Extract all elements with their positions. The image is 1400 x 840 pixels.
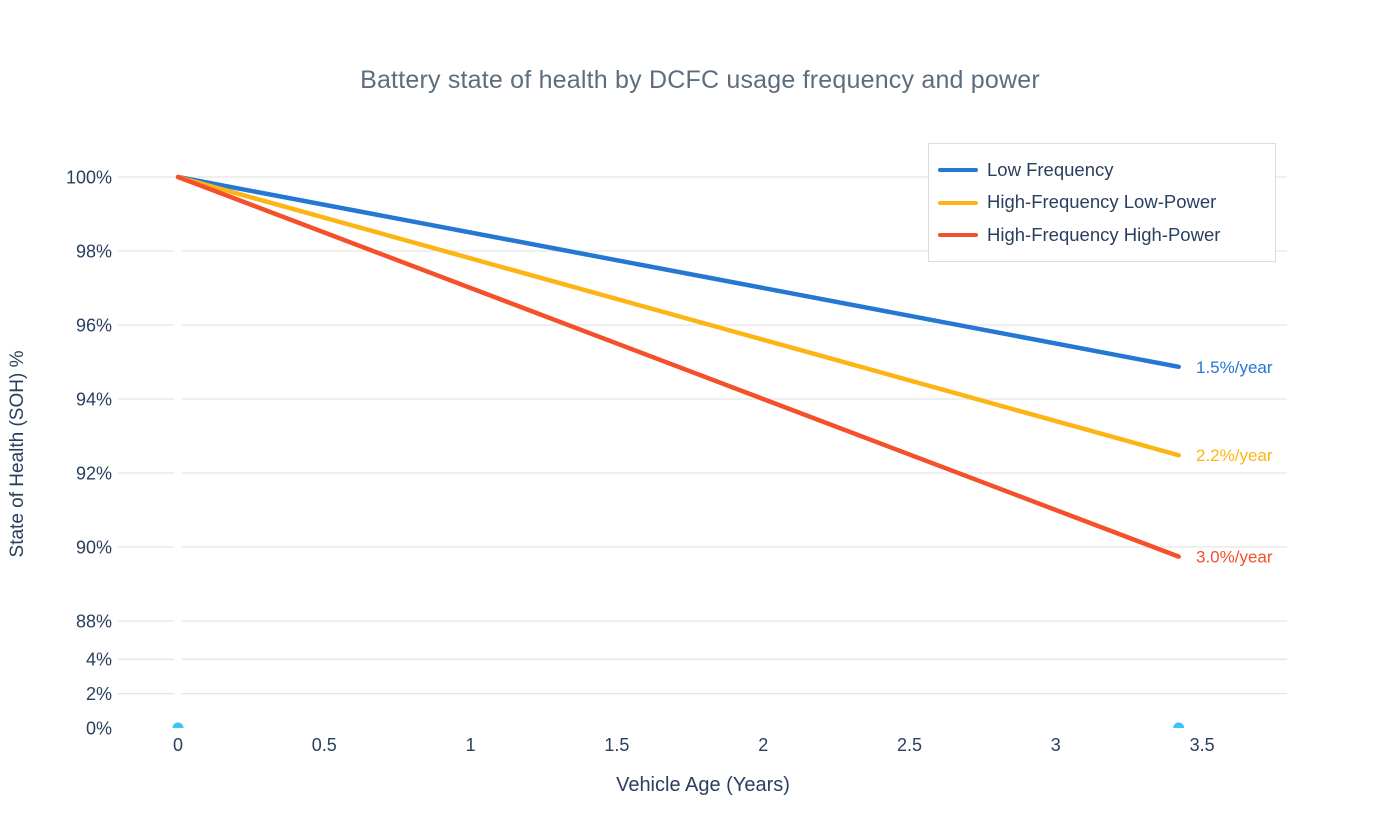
y-tick-label: 88% xyxy=(76,612,112,632)
y-axis-title: State of Health (SOH) % xyxy=(7,350,28,558)
chart-title: Battery state of health by DCFC usage fr… xyxy=(360,66,1040,94)
legend: Low Frequency High-Frequency Low-Power H… xyxy=(928,143,1276,262)
series-line-2[interactable] xyxy=(175,174,1181,559)
x-tick-label: 3 xyxy=(1051,735,1061,755)
legend-item-high-frequency-high-power[interactable]: High-Frequency High-Power xyxy=(938,224,1275,246)
legend-label: High-Frequency High-Power xyxy=(987,223,1221,245)
legend-label: High-Frequency Low-Power xyxy=(987,191,1217,213)
rate-annotation-2: 3.0%/year xyxy=(1196,548,1273,567)
x-tick-label: 2 xyxy=(758,735,768,755)
y-tick-label: 94% xyxy=(76,390,112,410)
x-tick-label: 0.5 xyxy=(312,735,337,755)
legend-swatch-low-frequency xyxy=(938,168,978,173)
y-tick-label: 100% xyxy=(66,168,112,188)
y-tick-label: 4% xyxy=(86,650,112,670)
baseline-marker[interactable] xyxy=(172,722,184,734)
y-tick-label: 92% xyxy=(76,464,112,484)
x-tick-label: 1 xyxy=(466,735,476,755)
legend-swatch-high-frequency-high-power xyxy=(938,232,978,237)
x-tick-label: 1.5 xyxy=(604,735,629,755)
rate-annotation-1: 2.2%/year xyxy=(1196,446,1273,465)
legend-item-low-frequency[interactable]: Low Frequency xyxy=(938,159,1275,181)
x-tick-label: 0 xyxy=(173,735,183,755)
legend-item-high-frequency-low-power[interactable]: High-Frequency Low-Power xyxy=(938,191,1275,213)
y-tick-label: 0% xyxy=(86,719,112,739)
legend-swatch-high-frequency-low-power xyxy=(938,200,978,205)
x-axis-title: Vehicle Age (Years) xyxy=(616,774,790,796)
series-line-1[interactable] xyxy=(175,174,1181,458)
y-tick-label: 96% xyxy=(76,316,112,336)
y-tick-label: 90% xyxy=(76,538,112,558)
rate-annotation-0: 1.5%/year xyxy=(1196,358,1273,377)
x-tick-label: 3.5 xyxy=(1190,735,1215,755)
y-tick-label: 98% xyxy=(76,242,112,262)
y-tick-label: 2% xyxy=(86,684,112,704)
x-tick-label: 2.5 xyxy=(897,735,922,755)
legend-label: Low Frequency xyxy=(987,159,1114,181)
series-line-0[interactable] xyxy=(175,174,1181,370)
baseline-marker[interactable] xyxy=(1173,722,1185,734)
